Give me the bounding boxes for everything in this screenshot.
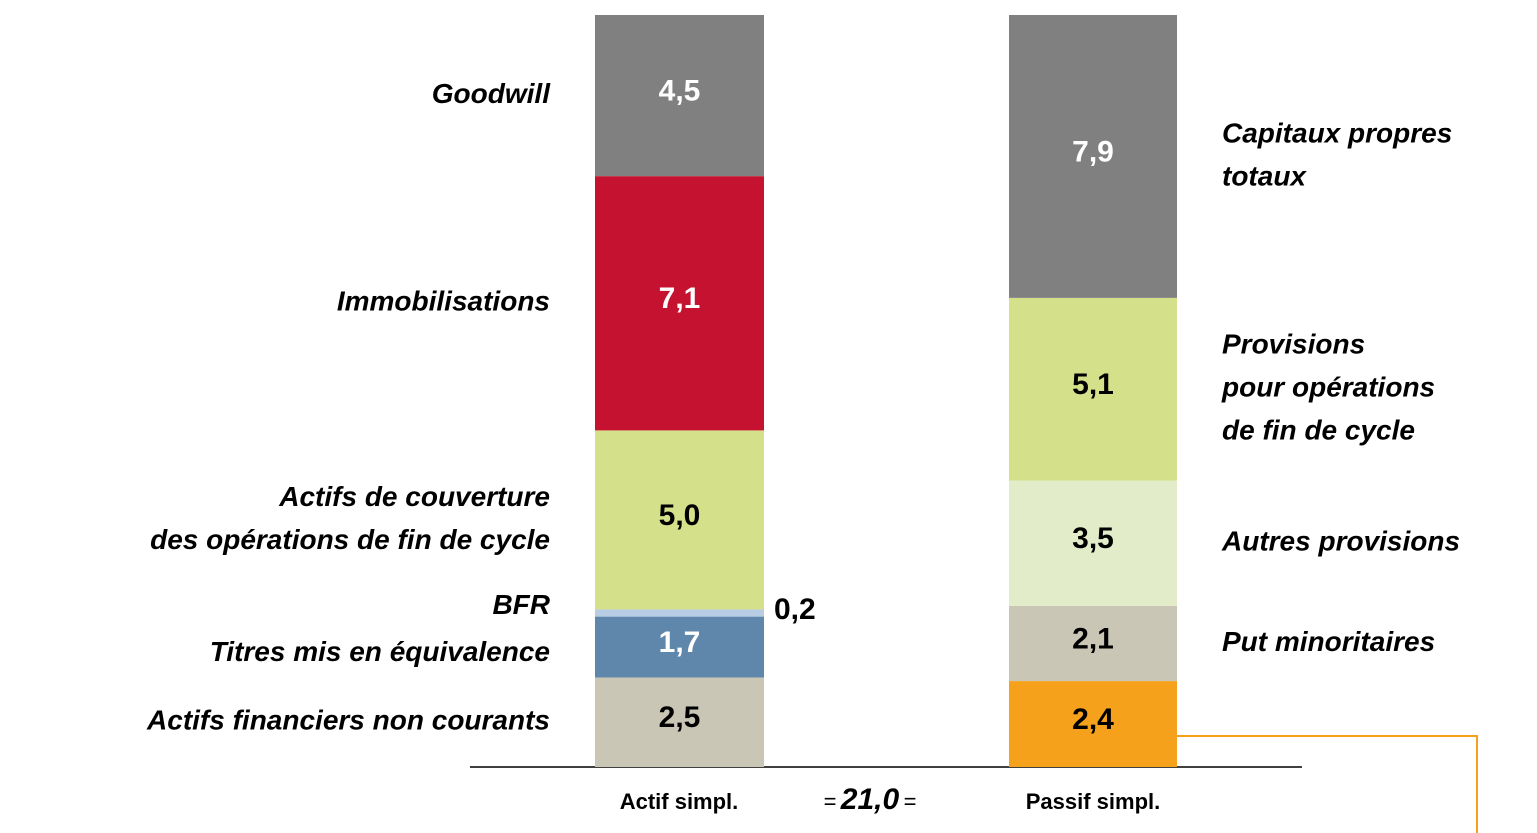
segment-name: totaux bbox=[1222, 160, 1307, 191]
segment-name: Provisions bbox=[1222, 329, 1365, 360]
segment-name: pour opérations bbox=[1221, 372, 1435, 403]
value-label: 1,7 bbox=[659, 626, 701, 659]
value-label: 5,0 bbox=[659, 499, 701, 532]
value-label: 7,9 bbox=[1072, 135, 1114, 168]
segment-name: Actifs financiers non courants bbox=[146, 705, 550, 736]
value-label: 2,5 bbox=[659, 701, 701, 734]
segment-name: Actifs de couverture bbox=[278, 481, 550, 512]
bar-segment bbox=[595, 609, 764, 617]
value-label: 3,5 bbox=[1072, 522, 1114, 555]
value-label: 7,1 bbox=[659, 282, 701, 315]
bar-segment bbox=[1009, 681, 1177, 767]
value-label: 2,4 bbox=[1072, 703, 1114, 736]
segment-name: Titres mis en équivalence bbox=[210, 636, 550, 667]
segment-name: Put minoritaires bbox=[1222, 626, 1435, 657]
segment-name: des opérations de fin de cycle bbox=[150, 524, 550, 555]
segment-name: BFR bbox=[492, 589, 550, 620]
segment-name: Goodwill bbox=[432, 78, 551, 109]
bar-segment bbox=[1009, 15, 1177, 298]
bar-segment bbox=[595, 430, 764, 610]
bar-segment bbox=[595, 677, 764, 767]
value-label: 0,2 bbox=[774, 593, 816, 626]
segment-name: de fin de cycle bbox=[1222, 415, 1415, 446]
value-label: 2,1 bbox=[1072, 622, 1114, 655]
value-label: 4,5 bbox=[659, 74, 701, 107]
equals-sign: = bbox=[904, 789, 917, 814]
bar-segment bbox=[1009, 605, 1177, 682]
bar-segment bbox=[1009, 297, 1177, 481]
bar-segment bbox=[1009, 480, 1177, 606]
segment-name: Autres provisions bbox=[1221, 526, 1460, 557]
segment-name: Capitaux propres bbox=[1222, 117, 1452, 148]
value-label: 5,1 bbox=[1072, 368, 1114, 401]
bar-segment bbox=[595, 616, 764, 678]
bar-segment bbox=[595, 176, 764, 431]
connector-line bbox=[1177, 735, 1478, 833]
total-label: 21,0 bbox=[840, 783, 900, 816]
bar-segment bbox=[595, 15, 764, 177]
category-label: Passif simpl. bbox=[1026, 789, 1161, 814]
category-label: Actif simpl. bbox=[620, 789, 739, 814]
segment-name: Immobilisations bbox=[337, 286, 550, 317]
equals-sign: = bbox=[824, 789, 837, 814]
